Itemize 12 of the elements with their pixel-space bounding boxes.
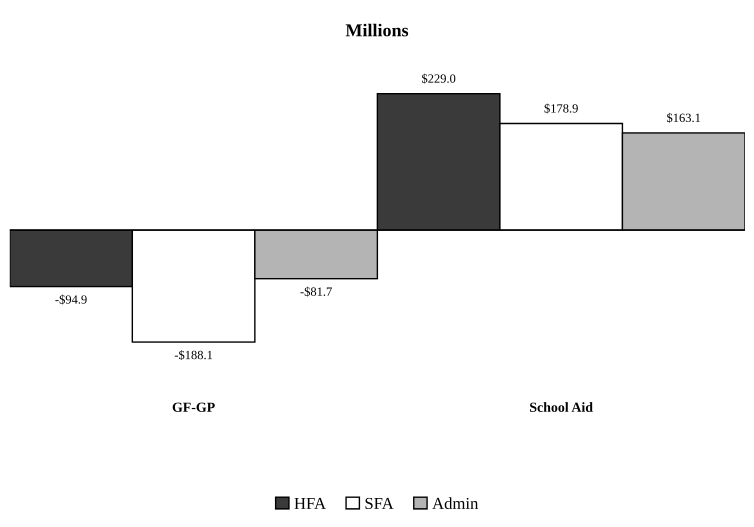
data-label: $163.1 [667, 112, 700, 123]
chart-title: Millions [346, 24, 408, 36]
data-label: -$94.9 [55, 294, 87, 305]
legend-label: SFA [366, 498, 394, 510]
data-label: -$188.1 [174, 350, 212, 360]
legend-label: HFA [294, 498, 326, 509]
data-label: -$81.7 [300, 286, 332, 297]
legend-label: Admin [432, 497, 478, 510]
x-tick-label: School Aid [530, 402, 593, 412]
x-tick-label: GF-GP [172, 402, 215, 412]
data-label: $178.9 [544, 103, 578, 114]
data-label: $229.0 [422, 74, 456, 84]
